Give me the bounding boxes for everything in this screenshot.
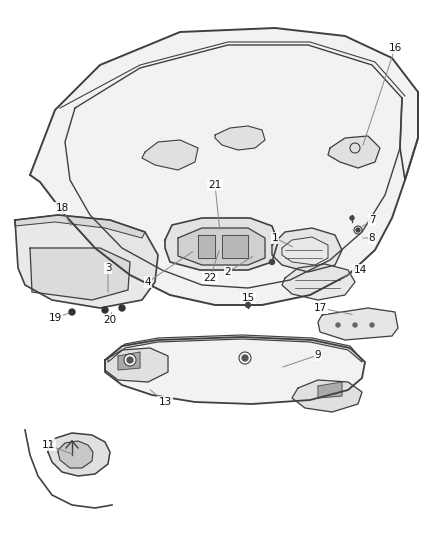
Polygon shape	[178, 228, 265, 265]
Circle shape	[354, 226, 362, 234]
Circle shape	[353, 323, 357, 327]
Polygon shape	[318, 308, 398, 340]
Polygon shape	[272, 228, 342, 272]
Text: 13: 13	[158, 397, 172, 407]
Text: 16: 16	[388, 43, 402, 53]
Polygon shape	[15, 215, 158, 308]
Polygon shape	[105, 337, 365, 404]
Circle shape	[239, 352, 251, 364]
Text: 19: 19	[49, 313, 62, 323]
Polygon shape	[142, 140, 198, 170]
Text: 20: 20	[104, 315, 117, 325]
Circle shape	[270, 260, 274, 264]
Circle shape	[119, 305, 125, 311]
Circle shape	[127, 357, 133, 363]
Circle shape	[356, 228, 360, 232]
Polygon shape	[318, 382, 342, 398]
Polygon shape	[165, 218, 278, 270]
Circle shape	[240, 353, 250, 363]
Polygon shape	[48, 433, 110, 476]
Polygon shape	[30, 248, 130, 300]
Text: 8: 8	[369, 233, 375, 243]
Circle shape	[125, 355, 135, 365]
Polygon shape	[30, 28, 418, 305]
Polygon shape	[105, 348, 168, 382]
Text: 2: 2	[225, 267, 231, 277]
Text: 15: 15	[241, 293, 255, 303]
Polygon shape	[215, 126, 265, 150]
Polygon shape	[282, 237, 328, 265]
Circle shape	[242, 355, 248, 361]
Polygon shape	[108, 335, 362, 362]
Polygon shape	[118, 352, 140, 370]
Text: ☐: ☐	[354, 145, 360, 151]
Polygon shape	[292, 380, 362, 412]
Polygon shape	[328, 136, 380, 168]
Polygon shape	[222, 235, 248, 258]
Circle shape	[102, 307, 108, 313]
Polygon shape	[58, 441, 93, 468]
Text: 11: 11	[42, 440, 55, 450]
Text: 1: 1	[272, 233, 278, 243]
Circle shape	[350, 143, 360, 153]
Text: 4: 4	[145, 277, 151, 287]
Text: 9: 9	[315, 350, 321, 360]
Text: 17: 17	[313, 303, 326, 313]
Polygon shape	[15, 215, 145, 238]
Circle shape	[246, 303, 250, 308]
Text: 14: 14	[354, 265, 367, 275]
Circle shape	[69, 309, 75, 315]
Text: 18: 18	[55, 203, 69, 213]
Circle shape	[350, 216, 354, 220]
Text: 21: 21	[208, 180, 222, 190]
Text: 7: 7	[369, 215, 375, 225]
Text: 22: 22	[203, 273, 217, 283]
Polygon shape	[282, 264, 355, 300]
Circle shape	[124, 354, 136, 366]
Circle shape	[336, 323, 340, 327]
Polygon shape	[198, 235, 215, 258]
Circle shape	[370, 323, 374, 327]
Text: 3: 3	[105, 263, 111, 273]
